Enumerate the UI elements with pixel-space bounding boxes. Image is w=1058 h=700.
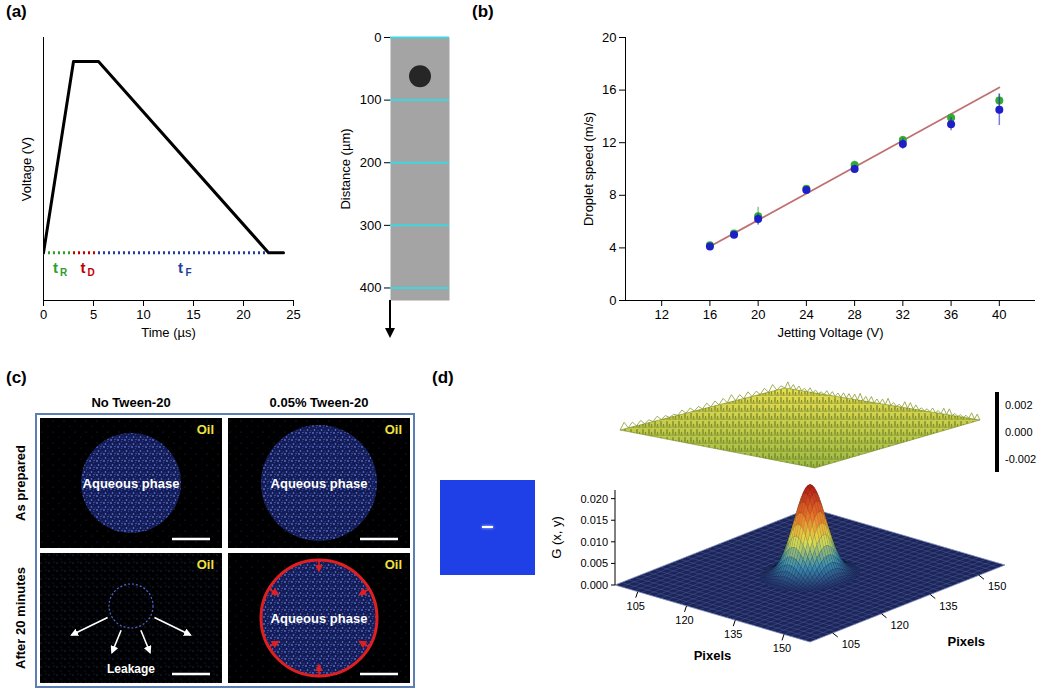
svg-text:0.002: 0.002	[1005, 399, 1033, 411]
svg-text:0.05% Tween-20: 0.05% Tween-20	[270, 395, 369, 410]
svg-text:Aqueous phase: Aqueous phase	[271, 476, 368, 491]
svg-text:400: 400	[360, 280, 382, 295]
svg-text:Droplet speed (m/s): Droplet speed (m/s)	[581, 112, 596, 226]
svg-text:Oil: Oil	[385, 422, 402, 437]
svg-text:Pixels: Pixels	[948, 634, 986, 649]
svg-text:t: t	[53, 259, 58, 276]
svg-text:After 20 minutes: After 20 minutes	[13, 567, 28, 669]
svg-text:0: 0	[40, 307, 47, 322]
svg-text:R: R	[60, 267, 68, 278]
svg-text:Distance (µm): Distance (µm)	[338, 128, 353, 209]
svg-text:t: t	[81, 259, 86, 276]
svg-text:t: t	[178, 259, 183, 276]
svg-text:135: 135	[939, 600, 957, 612]
svg-text:100: 100	[360, 92, 382, 107]
svg-text:24: 24	[799, 307, 813, 322]
svg-text:105: 105	[842, 638, 860, 650]
html-text:(c): (c)	[6, 368, 27, 387]
svg-text:120: 120	[891, 619, 909, 631]
svg-text:12: 12	[654, 307, 668, 322]
svg-text:0.000: 0.000	[580, 579, 608, 591]
svg-text:Oil: Oil	[197, 422, 214, 437]
svg-text:-0.002: -0.002	[1005, 453, 1036, 465]
svg-text:Pixels: Pixels	[694, 648, 732, 663]
svg-text:32: 32	[896, 307, 910, 322]
svg-text:0.010: 0.010	[580, 536, 608, 548]
svg-text:150: 150	[773, 642, 791, 654]
svg-text:28: 28	[847, 307, 861, 322]
svg-text:As prepared: As prepared	[13, 445, 28, 521]
svg-text:G (x, y): G (x, y)	[549, 516, 564, 559]
svg-text:150: 150	[988, 580, 1006, 592]
svg-text:D: D	[87, 267, 94, 278]
svg-text:40: 40	[992, 307, 1006, 322]
svg-text:4: 4	[609, 240, 616, 255]
svg-text:0: 0	[374, 30, 381, 45]
svg-text:Aqueous phase: Aqueous phase	[83, 476, 180, 491]
svg-text:135: 135	[724, 628, 742, 640]
svg-text:0.020: 0.020	[580, 493, 608, 505]
svg-text:15: 15	[186, 307, 200, 322]
svg-text:0.000: 0.000	[1005, 426, 1033, 438]
html-text:(d): (d)	[432, 368, 454, 387]
svg-text:105: 105	[627, 600, 645, 612]
svg-text:8: 8	[609, 187, 616, 202]
svg-text:120: 120	[675, 614, 693, 626]
svg-text:36: 36	[944, 307, 958, 322]
svg-text:5: 5	[90, 307, 97, 322]
svg-text:Time (µs): Time (µs)	[141, 325, 196, 340]
svg-text:Voltage (V): Voltage (V)	[19, 137, 34, 201]
svg-text:20: 20	[236, 307, 250, 322]
svg-text:Oil: Oil	[197, 557, 214, 572]
svg-text:12: 12	[602, 135, 616, 150]
svg-text:25: 25	[286, 307, 300, 322]
svg-text:0.005: 0.005	[580, 557, 608, 569]
svg-text:200: 200	[360, 155, 382, 170]
svg-text:Jetting Voltage (V): Jetting Voltage (V)	[777, 325, 883, 340]
svg-text:300: 300	[360, 218, 382, 233]
svg-text:0: 0	[609, 293, 616, 308]
html-text:(a): (a)	[6, 2, 27, 21]
svg-text:Aqueous phase: Aqueous phase	[271, 611, 368, 626]
svg-text:20: 20	[751, 307, 765, 322]
svg-text:F: F	[185, 267, 191, 278]
svg-text:16: 16	[602, 82, 616, 97]
svg-text:Leakage: Leakage	[107, 662, 155, 676]
svg-text:10: 10	[136, 307, 150, 322]
svg-text:16: 16	[703, 307, 717, 322]
svg-text:Oil: Oil	[385, 557, 402, 572]
svg-text:20: 20	[602, 30, 616, 45]
svg-text:No Tween-20: No Tween-20	[91, 395, 170, 410]
html-text:(b): (b)	[472, 2, 494, 21]
svg-text:0.015: 0.015	[580, 514, 608, 526]
